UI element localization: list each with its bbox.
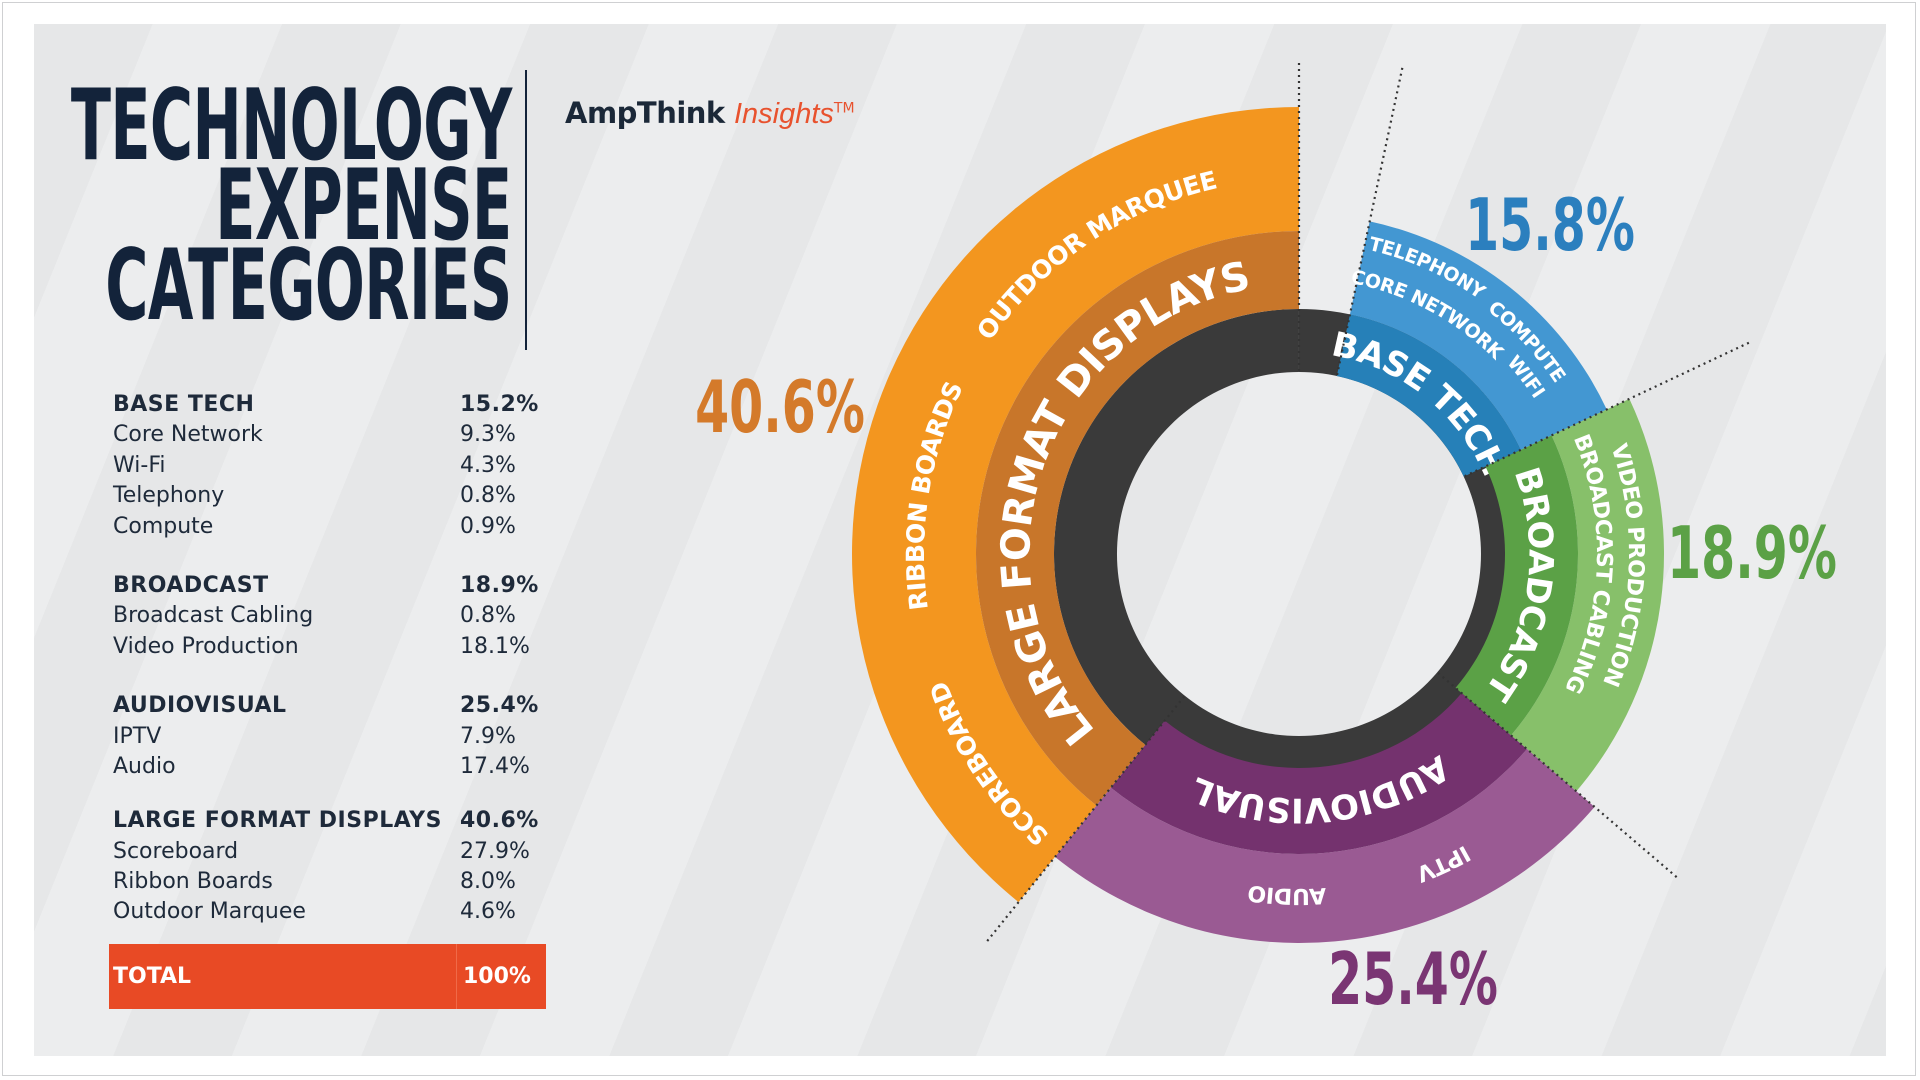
category-segment-broadcast bbox=[1455, 435, 1578, 736]
item-value: 4.6% bbox=[460, 899, 516, 925]
category-segment-audiovisual bbox=[1110, 693, 1527, 854]
total-row: TOTAL 100% bbox=[109, 944, 546, 1009]
percent-label: 18.9% bbox=[1667, 511, 1837, 595]
item-label: Scoreboard bbox=[113, 838, 239, 864]
group-value: 15.2% bbox=[460, 392, 539, 417]
divider-dotted-line bbox=[1464, 340, 1753, 478]
page-title: TECHNOLOGY EXPENSE CATEGORIES bbox=[71, 69, 513, 343]
logo-brand: AmpThink bbox=[565, 96, 725, 130]
title-line: CATEGORIES bbox=[105, 229, 513, 343]
item-value: 0.8% bbox=[460, 483, 516, 509]
group-label: BROADCAST bbox=[113, 572, 269, 598]
category-segment-large-format-displays bbox=[975, 231, 1299, 806]
item-label: Video Production bbox=[113, 633, 299, 659]
item-value: 8.0% bbox=[460, 869, 516, 895]
group-value: 25.4% bbox=[460, 693, 539, 719]
title-line: EXPENSE bbox=[215, 149, 513, 263]
item-label: IPTV bbox=[113, 723, 162, 749]
group-audiovisual: AUDIOVISUAL 25.4% IPTV 7.9% Audio 17.4% bbox=[113, 691, 553, 782]
item-label: Audio bbox=[113, 753, 176, 779]
item-label: Core Network bbox=[113, 422, 263, 448]
item-label: Telephony bbox=[113, 483, 225, 509]
percent-label: 25.4% bbox=[1328, 937, 1498, 1021]
item-value: 18.1% bbox=[460, 633, 530, 659]
percent-label: 15.8% bbox=[1465, 183, 1635, 267]
item-value: 27.9% bbox=[460, 838, 530, 864]
group-label: AUDIOVISUAL bbox=[113, 693, 287, 719]
group-broadcast: BROADCAST 18.9% Broadcast Cabling 0.8% Vid… bbox=[113, 571, 553, 662]
item-value: 4.3% bbox=[460, 452, 516, 478]
group-value: 40.6% bbox=[460, 808, 539, 834]
category-segment-base-tech bbox=[1336, 314, 1521, 477]
expense-table: BASE TECH 15.2% Core Network 9.3% Wi-Fi 4.3… bbox=[113, 390, 553, 957]
group-label: LARGE FORMAT DISPLAYS bbox=[113, 808, 442, 834]
item-label: Broadcast Cabling bbox=[113, 603, 314, 629]
ampthink-logo: AmpThink InsightsTM bbox=[565, 96, 855, 131]
item-value: 9.3% bbox=[460, 422, 516, 448]
item-label: Wi-Fi bbox=[113, 452, 166, 478]
item-value: 7.9% bbox=[460, 723, 516, 749]
title-line: TECHNOLOGY bbox=[71, 69, 512, 183]
item-label: Ribbon Boards bbox=[113, 869, 273, 895]
sub-ring-base-tech bbox=[1349, 221, 1607, 450]
group-label: BASE TECH bbox=[113, 392, 255, 417]
group-base-tech: BASE TECH 15.2% Core Network 9.3% Wi-Fi 4.3… bbox=[113, 390, 553, 542]
logo-product: Insights bbox=[733, 98, 834, 130]
sub-ring-audiovisual bbox=[1054, 749, 1595, 943]
item-value: 17.4% bbox=[460, 753, 530, 779]
item-label: Outdoor Marquee bbox=[113, 899, 306, 925]
item-value: 0.8% bbox=[460, 603, 516, 629]
title-divider bbox=[525, 70, 527, 350]
divider-dotted-line bbox=[984, 695, 1186, 945]
group-value: 18.9% bbox=[460, 572, 539, 598]
total-label: TOTAL bbox=[113, 964, 192, 989]
logo-tm: TM bbox=[833, 100, 855, 117]
divider-dotted-line bbox=[1335, 64, 1405, 376]
item-label: Compute bbox=[113, 513, 214, 539]
total-value: 100% bbox=[456, 944, 531, 1009]
item-value: 0.9% bbox=[460, 513, 516, 539]
divider-dotted-line bbox=[1437, 672, 1680, 880]
sub-ring-broadcast bbox=[1510, 398, 1665, 792]
sub-ring-large-format-displays bbox=[851, 107, 1299, 903]
percent-label: 40.6% bbox=[695, 365, 865, 449]
subcategory-label: AUDIO bbox=[1247, 879, 1327, 908]
group-large-format-displays: LARGE FORMAT DISPLAYS 40.6% Scoreboard 27.… bbox=[113, 806, 553, 928]
